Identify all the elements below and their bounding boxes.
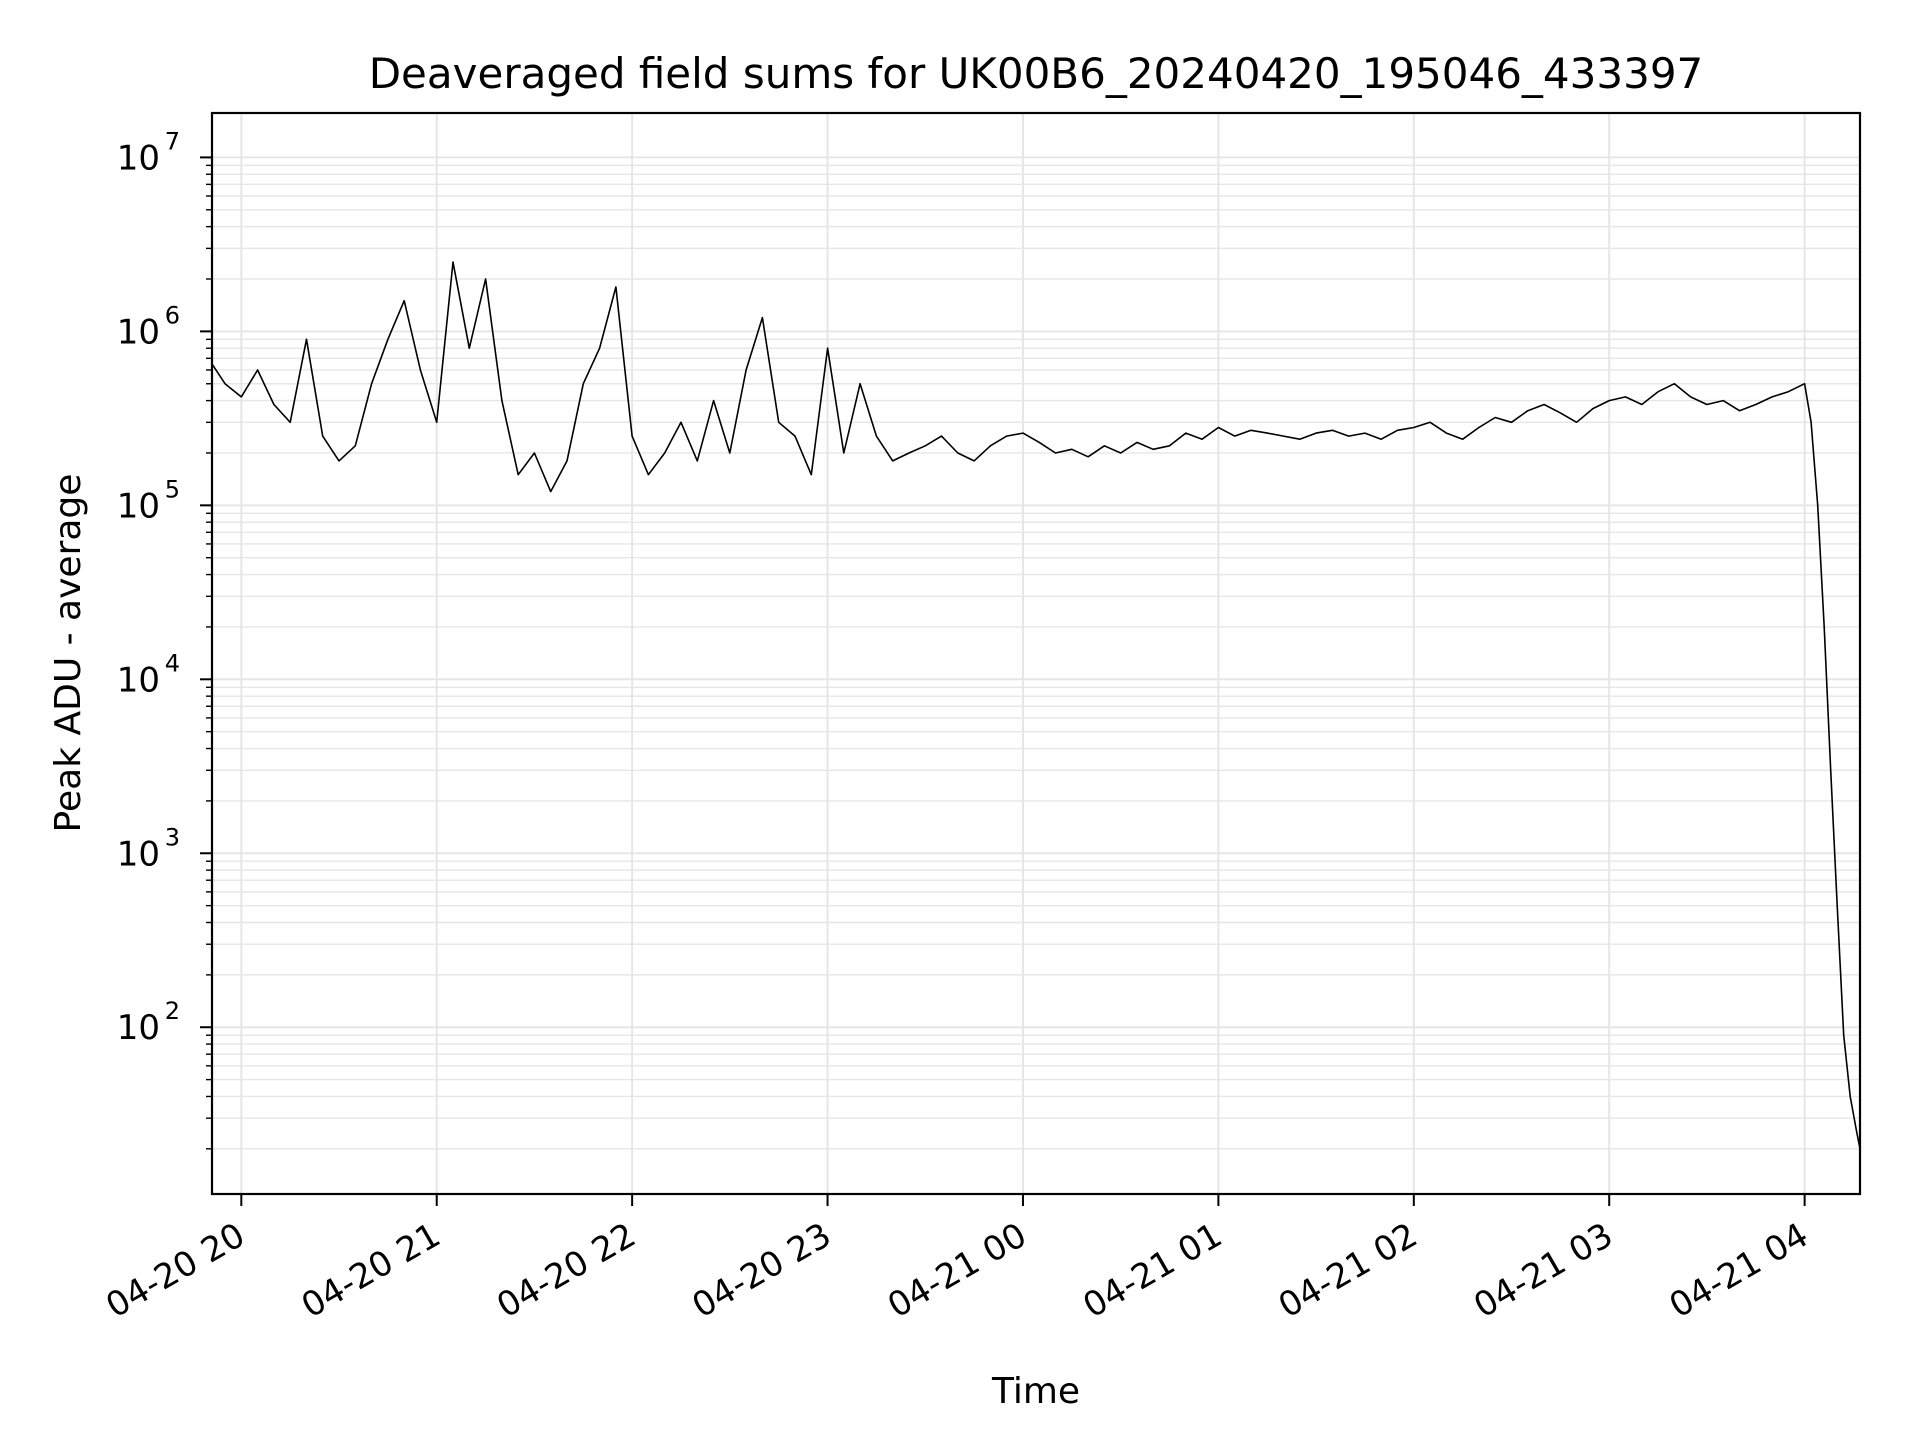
y-tick-label: 10 (117, 834, 160, 874)
y-tick-base: 10 (117, 138, 160, 178)
y-tick-label: 10 (117, 660, 160, 700)
plot-frame (210, 111, 1862, 1196)
y-tick-base: 10 (117, 1008, 160, 1048)
y-tick-label: 10 (117, 486, 160, 526)
y-tick-exponent: 6 (165, 301, 180, 329)
grid-lines (212, 113, 1860, 1194)
y-tick-base: 10 (117, 486, 160, 526)
y-axis-label: Peak ADU - average (48, 474, 89, 833)
series-layer (211, 261, 1861, 1149)
y-tick-base: 10 (117, 660, 160, 700)
series-line (211, 261, 1861, 1149)
y-tick-base: 10 (117, 834, 160, 874)
y-tick-label: 10 (117, 312, 160, 352)
y-tick-exponent: 3 (165, 823, 180, 851)
y-tick-label: 10 (117, 1008, 160, 1048)
y-tick-exponent: 5 (165, 475, 180, 503)
y-tick-exponent: 4 (165, 649, 180, 677)
y-tick-exponent: 2 (165, 997, 180, 1025)
y-tick-exponent: 7 (165, 127, 180, 155)
chart-title: Deaveraged field sums for UK00B6_2024042… (369, 49, 1704, 98)
y-tick-label: 10 (117, 138, 160, 178)
y-tick-base: 10 (117, 312, 160, 352)
x-axis-label: Time (991, 1371, 1080, 1412)
